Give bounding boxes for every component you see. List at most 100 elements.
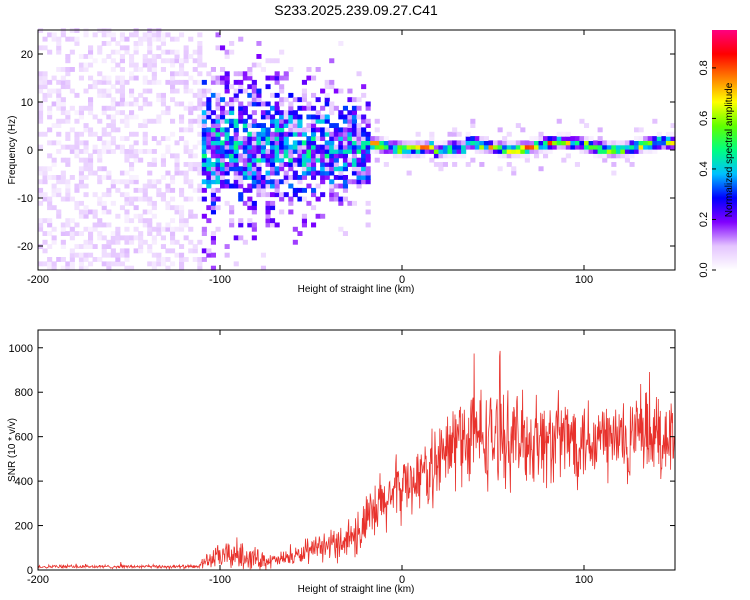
spectrogram-cell: [365, 105, 371, 111]
spectrogram-cell: [356, 114, 362, 120]
spectrogram-cell: [147, 170, 153, 176]
spectrogram-cell: [188, 209, 194, 215]
spectrogram-cell: [138, 187, 144, 193]
spectrogram-cell: [42, 92, 48, 98]
spectrogram-cell: [224, 118, 230, 124]
spectrogram-cell: [210, 127, 216, 133]
spectrogram-cell: [361, 84, 367, 90]
spectrogram-cell: [579, 136, 585, 141]
spectrogram-cell: [88, 244, 94, 249]
spectrogram-cell: [142, 75, 148, 81]
spectrogram-cell: [301, 175, 307, 180]
spectrogram-cell: [602, 153, 608, 159]
spectrogram-cell: [183, 71, 189, 77]
spectrogram-cell: [201, 140, 207, 146]
spectrogram-cell: [138, 239, 144, 245]
spectrogram-cell: [402, 149, 408, 154]
spectrogram-cell: [51, 101, 57, 107]
spectrogram-cell: [279, 149, 285, 154]
spectrogram-cell: [242, 140, 248, 146]
spectrogram-cell: [338, 200, 344, 206]
spectrogram-cell: [306, 127, 312, 133]
spectrogram-cell: [78, 209, 84, 215]
spectrogram-cell: [374, 118, 380, 124]
spectrogram-cell: [69, 257, 75, 262]
spectrogram-cell: [220, 75, 226, 81]
spectrogram-cell: [260, 101, 266, 107]
spectrogram-cell: [69, 67, 75, 72]
spectrogram-cell: [69, 196, 75, 202]
spectrogram-cell: [97, 166, 103, 172]
spectrogram-cell: [292, 226, 298, 232]
spectrogram-cell: [188, 162, 194, 167]
spectrogram-cell: [174, 239, 180, 245]
spectrogram-cell: [160, 97, 166, 103]
spectrogram-cell: [274, 183, 280, 189]
spectrogram-cell: [220, 149, 226, 154]
spectrogram-cell: [265, 179, 271, 185]
spectrogram-cell: [301, 127, 307, 133]
spectrogram-cell: [97, 79, 103, 85]
spectrogram-cell: [56, 92, 62, 98]
spectrogram-cell: [42, 84, 48, 90]
spectrogram-cell: [306, 149, 312, 154]
spectrogram-cell: [251, 131, 257, 137]
spectrogram-cell: [270, 75, 276, 81]
spectrogram-cell: [210, 149, 216, 154]
spectrogram-cell: [215, 140, 221, 146]
spectrogram-cell: [406, 149, 412, 154]
spectrogram-cell: [106, 123, 112, 128]
spectrogram-cell: [179, 252, 185, 258]
spectrogram-cell: [279, 127, 285, 133]
snr-x-label: Height of straight line (km): [298, 584, 415, 595]
spectrogram-cell: [497, 144, 503, 150]
spectrogram-cell: [247, 166, 253, 172]
spectrogram-cell: [224, 252, 230, 258]
spectrogram-cell: [251, 149, 257, 154]
spectrogram-cell: [197, 170, 203, 176]
spectrogram-cell: [256, 183, 262, 189]
spectrogram-cell: [356, 140, 362, 146]
spectrogram-cell: [69, 265, 75, 271]
spectrogram-cell: [47, 261, 53, 267]
spectrogram-cell: [88, 84, 94, 90]
spectrogram-cell: [83, 257, 89, 262]
spectrogram-cell: [301, 131, 307, 137]
spectrogram-cell: [256, 175, 262, 180]
spectrogram-cell: [602, 144, 608, 150]
spectrogram-cell: [210, 79, 216, 85]
spectrogram-cell: [56, 45, 62, 51]
spectrogram-cell: [247, 187, 253, 193]
spectrogram-cell: [51, 235, 57, 241]
spectrogram-cell: [292, 192, 298, 198]
spectrogram-cells: [38, 28, 676, 271]
spectrogram-cell: [56, 118, 62, 124]
spectrogram-cell: [88, 261, 94, 267]
spectrogram-cell: [260, 187, 266, 193]
spectrogram-cell: [110, 36, 116, 42]
spectrogram-cell: [420, 140, 426, 146]
spectrogram-cell: [133, 97, 139, 103]
spectrogram-cell: [78, 265, 84, 271]
spectrogram-cell: [206, 183, 212, 189]
spectrogram-cell: [320, 144, 326, 150]
spectrogram-cell: [215, 149, 221, 154]
spectrogram-cell: [119, 79, 125, 85]
spectrogram-cell: [188, 54, 194, 59]
spectrogram-cell: [224, 140, 230, 146]
spectrogram-cell: [119, 88, 125, 94]
spectrogram-cell: [38, 144, 44, 150]
spectrogram-cell: [101, 58, 107, 64]
spectrogram-cell: [242, 175, 248, 180]
spectrogram-cell: [138, 231, 144, 236]
spectrogram-cell: [78, 105, 84, 111]
spectrogram-cell: [251, 140, 257, 146]
spectrogram-cell: [110, 261, 116, 267]
spectrogram-cell: [392, 144, 398, 150]
spectrogram-cell: [60, 79, 66, 85]
spectrogram-cell: [65, 157, 71, 163]
spectrogram-cell: [74, 140, 80, 146]
spectrogram-cell: [174, 101, 180, 107]
spectrogram-cell: [238, 170, 244, 176]
spectrogram-cell: [634, 149, 640, 154]
